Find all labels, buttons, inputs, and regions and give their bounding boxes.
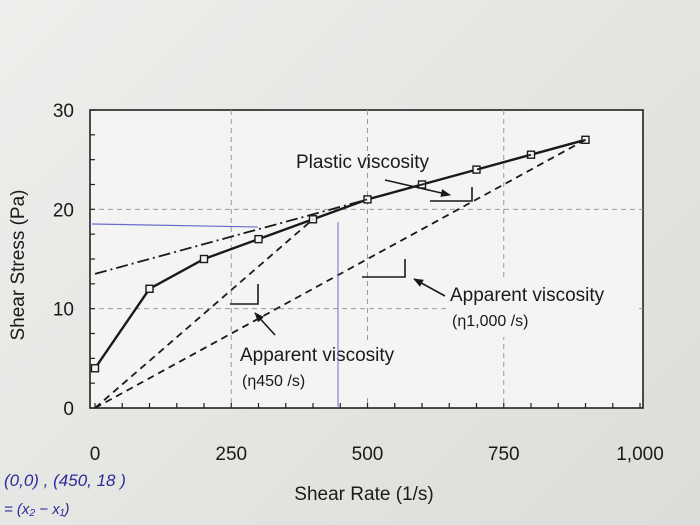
data-point	[472, 165, 481, 174]
arrow-apparent-1000	[413, 278, 446, 297]
x-tick-label: 0	[90, 444, 101, 465]
series-group	[90, 135, 590, 409]
pencil-line	[91, 223, 259, 228]
y-tick-label: 0	[63, 399, 74, 420]
arrow-apparent-450	[254, 312, 276, 336]
data-point	[363, 195, 372, 204]
series-line-2	[94, 218, 314, 409]
y-tick-label: 10	[53, 300, 74, 321]
x-axis-ticks: 0 250 500 750 1,000	[90, 403, 664, 465]
label-plastic-viscosity: Plastic viscosity	[296, 152, 430, 173]
arrow-plastic-viscosity	[384, 179, 451, 197]
y-axis-label: Shear Stress (Pa)	[8, 190, 29, 341]
data-point	[254, 234, 263, 244]
label-box-apparent-1000	[446, 281, 636, 337]
label-eta-450: (η450 /s)	[242, 373, 305, 390]
data-point	[199, 254, 209, 264]
label-apparent-viscosity-1000: Apparent viscosity	[450, 285, 605, 306]
slope-triangle-plastic	[430, 187, 473, 202]
slope-triangle-450	[230, 284, 259, 305]
annotation-marks	[230, 179, 473, 336]
data-point	[90, 364, 100, 373]
series-line-3	[94, 139, 586, 409]
x-tick-label: 250	[215, 444, 247, 465]
label-box-apparent-450	[236, 341, 422, 397]
x-tick-label: 1,000	[616, 444, 664, 465]
x-axis-label: Shear Rate (1/s)	[294, 484, 433, 505]
handwritten-points: (0,0) , (450, 18 )	[4, 471, 126, 490]
y-tick-label: 20	[53, 200, 74, 221]
handwritten-formula: = (x₂ − x₁)	[4, 501, 69, 518]
label-apparent-viscosity-450: Apparent viscosity	[240, 345, 395, 366]
y-axis-ticks: 0 10 20 30	[53, 101, 95, 420]
label-eta-1000: (η1,000 /s)	[452, 313, 528, 330]
y-tick-label: 30	[53, 101, 74, 122]
slope-triangle-1000	[362, 259, 406, 278]
x-tick-label: 750	[488, 444, 520, 465]
data-point	[145, 284, 154, 293]
x-tick-label: 500	[352, 444, 384, 465]
data-point	[526, 150, 536, 159]
series-line-1	[94, 138, 586, 275]
